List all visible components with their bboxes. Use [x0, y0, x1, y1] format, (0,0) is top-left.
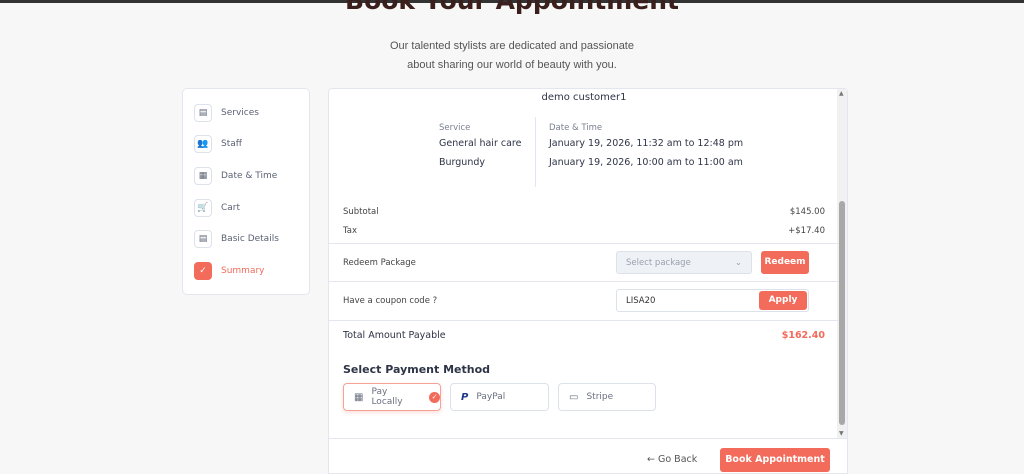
service-item: General hair care	[439, 138, 522, 149]
datetime-column: Date & Time January 19, 2026, 11:32 am t…	[549, 123, 743, 168]
page-title: Book Your Appointment	[345, 0, 679, 15]
total-row: Total Amount Payable $162.40	[343, 330, 825, 341]
pay-locally-option[interactable]: ▦ Pay Locally ✓	[343, 383, 441, 411]
go-back-button[interactable]: ← Go Back	[647, 454, 698, 465]
service-label: Service	[439, 123, 471, 133]
subtotal-label: Subtotal	[343, 207, 379, 217]
datetime-item: January 19, 2026, 11:32 am to 12:48 pm	[549, 138, 744, 149]
step-services[interactable]: ▤ Services	[183, 97, 309, 129]
coupon-label-row: Have a coupon code ?	[343, 296, 825, 306]
store-icon: ▦	[354, 391, 364, 403]
credit-card-icon: ▭	[569, 391, 579, 403]
paypal-option[interactable]: P PayPal	[450, 383, 549, 411]
step-cart[interactable]: 🛒 Cart	[183, 192, 309, 224]
coupon-input[interactable]: LISA20	[616, 289, 809, 312]
summary-panel: ▲ ▼ demo customer1 Service General hair c…	[328, 88, 848, 474]
datetime-item: January 19, 2026, 10:00 am to 11:00 am	[549, 157, 743, 168]
scrollbar-thumb[interactable]	[839, 201, 845, 425]
divider	[329, 243, 839, 244]
stripe-option[interactable]: ▭ Stripe	[558, 383, 656, 411]
staff-icon: 👥	[194, 135, 212, 154]
details-icon: ▤	[194, 230, 212, 249]
subtitle-line: about sharing our world of beauty with y…	[407, 59, 617, 71]
scroll-down-icon[interactable]: ▼	[839, 430, 844, 437]
subtotal-value: $145.00	[789, 207, 825, 217]
selected-check-icon: ✓	[429, 391, 440, 403]
payment-label: Pay Locally	[371, 387, 403, 407]
divider	[329, 281, 839, 282]
tax-label: Tax	[343, 226, 358, 236]
top-bar	[0, 0, 1024, 3]
step-summary[interactable]: ✓ Summary	[183, 255, 309, 287]
scroll-up-icon[interactable]: ▲	[839, 90, 844, 97]
step-label: Services	[221, 107, 259, 118]
package-select[interactable]: Select package ⌄	[616, 251, 752, 274]
step-label: Summary	[221, 265, 265, 276]
tax-value: +$17.40	[788, 226, 825, 236]
payment-label: PayPal	[476, 392, 506, 402]
subtotal-row: Subtotal $145.00	[343, 207, 825, 217]
cart-icon: 🛒	[194, 198, 212, 217]
step-basic-details[interactable]: ▤ Basic Details	[183, 223, 309, 255]
step-label: Cart	[221, 202, 241, 213]
payment-label: Stripe	[586, 392, 614, 402]
calendar-icon: ▦	[194, 166, 212, 185]
chevron-down-icon: ⌄	[734, 258, 742, 268]
divider	[329, 438, 847, 439]
divider	[535, 117, 536, 187]
book-appointment-button[interactable]: Book Appointment	[720, 448, 830, 472]
divider	[329, 320, 839, 321]
page-subtitle: Our talented stylists are dedicated and …	[0, 37, 1024, 75]
subtitle-line: Our talented stylists are dedicated and …	[390, 40, 634, 52]
steps-sidebar: ▤ Services 👥 Staff ▦ Date & Time 🛒 Cart ▤ Bas…	[182, 88, 310, 295]
tax-row: Tax +$17.40	[343, 226, 825, 236]
service-item: Burgundy	[439, 157, 486, 168]
customer-name: demo customer1	[541, 92, 627, 103]
total-label: Total Amount Payable	[343, 330, 446, 341]
services-icon: ▤	[194, 103, 212, 122]
scrollbar[interactable]: ▲ ▼	[837, 89, 847, 439]
summary-check-icon: ✓	[194, 261, 212, 280]
apply-button[interactable]: Apply	[759, 291, 807, 310]
paypal-icon: P	[461, 391, 469, 403]
step-label: Basic Details	[221, 234, 279, 245]
step-label: Date & Time	[221, 170, 278, 181]
step-label: Staff	[221, 139, 242, 150]
payment-heading: Select Payment Method	[343, 363, 491, 376]
package-placeholder: Select package	[626, 258, 691, 268]
datetime-label: Date & Time	[549, 123, 603, 133]
step-date-time[interactable]: ▦ Date & Time	[183, 160, 309, 192]
redeem-label-row: Redeem Package	[343, 258, 825, 268]
redeem-button[interactable]: Redeem	[761, 251, 809, 274]
step-staff[interactable]: 👥 Staff	[183, 129, 309, 161]
service-column: Service General hair care Burgundy	[439, 123, 521, 168]
coupon-label: Have a coupon code ?	[343, 296, 438, 306]
redeem-label: Redeem Package	[343, 258, 416, 268]
total-value: $162.40	[781, 330, 825, 341]
